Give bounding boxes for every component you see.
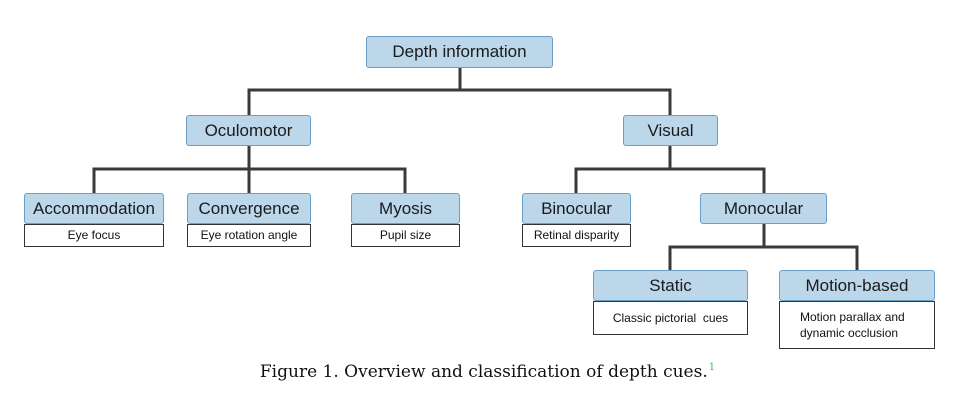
node-monocular: Monocular bbox=[700, 193, 827, 224]
node-accommodation: Accommodation bbox=[24, 193, 164, 224]
desc-binocular: Retinal disparity bbox=[522, 224, 631, 247]
caption-text: Figure 1. Overview and classification of… bbox=[259, 362, 708, 382]
node-depth-information: Depth information bbox=[366, 36, 553, 68]
node-myosis: Myosis bbox=[351, 193, 460, 224]
node-static: Static bbox=[593, 270, 748, 301]
desc-convergence: Eye rotation angle bbox=[187, 224, 311, 247]
desc-myosis: Pupil size bbox=[351, 224, 460, 247]
connector-monocular bbox=[668, 221, 859, 272]
node-motion-based: Motion-based bbox=[779, 270, 935, 301]
node-convergence: Convergence bbox=[187, 193, 311, 224]
connector-oculomotor bbox=[92, 143, 407, 195]
desc-motion-based: Motion parallax and dynamic occlusion bbox=[779, 301, 935, 349]
node-oculomotor: Oculomotor bbox=[186, 115, 311, 146]
desc-static: Classic pictorial cues bbox=[593, 301, 748, 335]
node-visual: Visual bbox=[623, 115, 718, 146]
node-binocular: Binocular bbox=[522, 193, 631, 224]
connector-root bbox=[247, 66, 672, 117]
desc-motion-based-line2: dynamic occlusion bbox=[800, 326, 899, 340]
caption-footnote-marker[interactable]: 1 bbox=[708, 362, 716, 373]
figure-caption: Figure 1. Overview and classification of… bbox=[0, 362, 975, 382]
desc-accommodation: Eye focus bbox=[24, 224, 164, 247]
desc-motion-based-line1: Motion parallax and bbox=[800, 309, 905, 324]
connector-visual bbox=[574, 143, 766, 195]
